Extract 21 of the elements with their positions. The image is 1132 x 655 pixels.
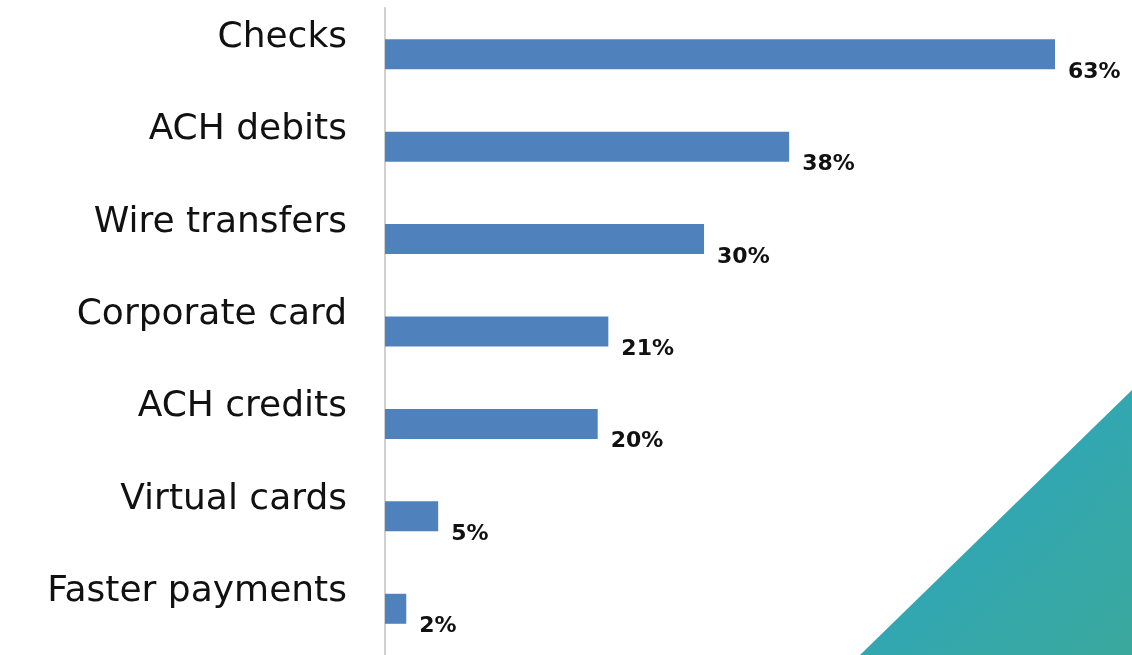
data-label: 20% [610, 427, 664, 453]
data-label: 5% [451, 519, 489, 545]
bar [385, 39, 1055, 70]
data-label: 21% [621, 335, 675, 360]
y-tick-label: Corporate card [76, 291, 347, 332]
bar [385, 593, 407, 624]
bar [385, 316, 609, 347]
bar [385, 131, 790, 162]
y-tick-label: ACH debits [148, 106, 347, 148]
data-label: 30% [717, 242, 770, 268]
bar [385, 501, 439, 532]
data-label: 63% [1068, 57, 1121, 83]
bar [385, 408, 598, 439]
data-label: 2% [419, 612, 457, 638]
y-tick-label: Checks [217, 13, 347, 55]
bar [385, 224, 705, 255]
data-label: 38% [802, 150, 855, 176]
y-tick-label: Virtual cards [120, 475, 347, 517]
y-tick-label: ACH credits [137, 383, 347, 425]
y-tick-label: Faster payments [47, 568, 347, 610]
y-tick-label: Wire transfers [93, 198, 347, 240]
